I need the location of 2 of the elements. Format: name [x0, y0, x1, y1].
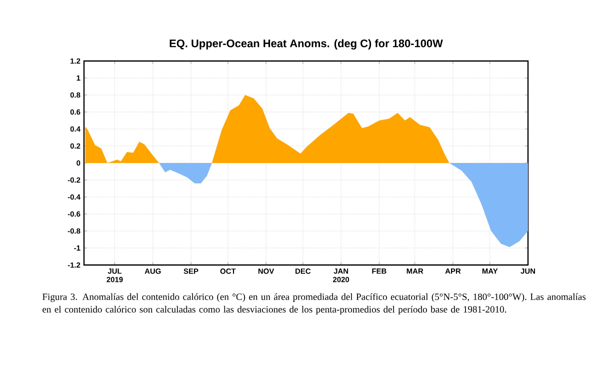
text: Figura 3. Anomalías del contenido calórico (en °C) en un área promediada del Pacífico ecuatorial (5°N-5°S, 180°-100°W). Las anomalías en el contenido calórico son calculadas como las desviaciones de los penta-promedios del período base de 1981-2010. [42, 293, 586, 315]
chart-title: EQ. Upper-Ocean Heat Anoms. (deg C) for 180-100W [170, 39, 443, 50]
